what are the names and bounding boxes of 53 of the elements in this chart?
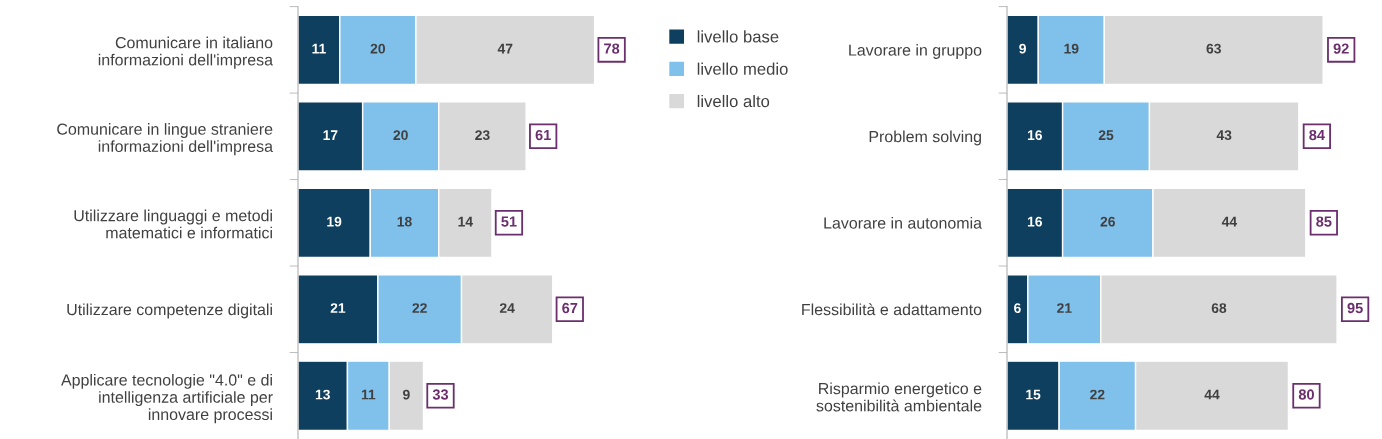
data-label: 63	[1206, 43, 1221, 54]
data-label: 15	[1026, 389, 1041, 400]
data-label: 19	[327, 216, 342, 227]
data-label: 26	[1100, 216, 1115, 227]
data-label: 14	[458, 216, 473, 227]
data-label: 21	[330, 303, 346, 313]
total-label: 61	[535, 129, 551, 141]
y-tick-label: Comunicare in lingue straniere informazioni dell'impresa	[57, 123, 274, 156]
total-label: 84	[1309, 129, 1325, 141]
data-label: 9	[1019, 43, 1026, 54]
data-label: 25	[1098, 130, 1114, 141]
y-tick-label: Lavorare in gruppo	[849, 44, 982, 59]
data-label: 17	[323, 130, 338, 140]
data-label: 16	[1027, 216, 1043, 227]
data-label: 43	[1216, 130, 1232, 141]
y-tick-label: Lavorare in autonomia	[824, 217, 983, 229]
data-label: 16	[1027, 130, 1043, 141]
data-label: 22	[1090, 389, 1105, 400]
data-label: 22	[412, 303, 427, 313]
total-label: 92	[1333, 43, 1349, 54]
data-label: 21	[1057, 303, 1072, 313]
data-label: 44	[1221, 216, 1238, 227]
data-label: 19	[1064, 43, 1079, 54]
data-label: 11	[361, 389, 376, 400]
data-label: 47	[497, 43, 513, 54]
legend-label: livello base	[697, 30, 779, 43]
data-label: 11	[312, 43, 326, 54]
y-tick-label: Flessibilità e adattamento	[802, 303, 982, 316]
y-tick-label: Risparmio energetico e sostenibilità ambientale	[816, 382, 982, 412]
data-label: 6	[1014, 303, 1021, 313]
total-label: 67	[562, 302, 578, 314]
data-label: 20	[370, 43, 386, 54]
data-label: 68	[1211, 303, 1227, 313]
legend-label: livello alto	[697, 94, 770, 108]
legend-label: livello medio	[697, 62, 788, 75]
data-label: 24	[499, 303, 515, 313]
total-label: 78	[604, 43, 620, 54]
data-label: 13	[315, 389, 330, 400]
total-label: 85	[1316, 216, 1332, 227]
data-label: 9	[403, 389, 410, 400]
y-tick-label: Comunicare in italiano informazioni dell'impresa	[98, 36, 274, 69]
data-label: 23	[475, 130, 490, 141]
y-tick-label: Applicare tecnologie "4.0" e di intelligenza artificiale per innovare processi	[61, 373, 273, 424]
total-label: 33	[432, 389, 449, 400]
total-label: 51	[501, 216, 517, 227]
data-label: 44	[1204, 389, 1220, 400]
y-tick-label: Utilizzare competenze digitali	[67, 303, 272, 319]
total-label: 95	[1347, 302, 1363, 314]
y-tick-label: Problem solving	[869, 130, 981, 146]
y-tick-label: Utilizzare linguaggi e metodi matematici e informatici	[74, 209, 272, 239]
data-label: 18	[397, 216, 412, 227]
data-label: 20	[393, 130, 408, 141]
total-label: 80	[1298, 389, 1314, 400]
